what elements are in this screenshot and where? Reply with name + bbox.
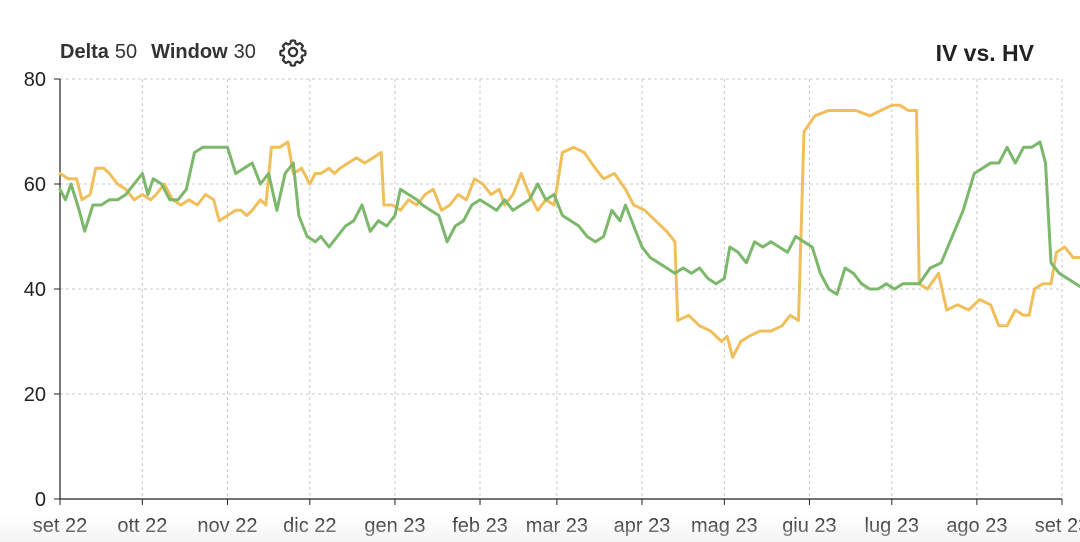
x-tick-label: apr 23: [614, 515, 671, 537]
gear-icon[interactable]: [278, 37, 308, 67]
delta-value[interactable]: 50: [114, 40, 138, 63]
y-tick-label: 0: [35, 489, 46, 511]
x-tick-label: lug 23: [865, 515, 920, 537]
x-tick-label: ott 22: [117, 515, 167, 537]
x-tick-label: set 22: [33, 515, 87, 537]
y-tick-label: 80: [24, 69, 46, 91]
y-tick-label: 60: [24, 174, 46, 196]
x-tick-label: ago 23: [946, 515, 1007, 537]
x-tick-label: mar 23: [526, 515, 588, 537]
x-tick-label: feb 23: [452, 515, 508, 537]
x-tick-label: giu 23: [782, 515, 837, 537]
x-tick-label: set 23: [1035, 515, 1080, 537]
x-tick-labels: set 22 ott 22 nov 22 dic 22 gen 23 feb 23 mar …: [33, 515, 1080, 537]
x-tick-label: mag 23: [691, 515, 758, 537]
chart-title: IV vs. HV: [935, 40, 1034, 66]
x-tick-label: gen 23: [364, 515, 425, 537]
x-tick-label: dic 22: [283, 515, 336, 537]
window-value[interactable]: 30: [233, 40, 256, 63]
chart-controls: Delta 50 Window 30: [60, 36, 308, 68]
series-layer: [58, 103, 1080, 359]
series-line-2: [58, 140, 1080, 296]
window-label: Window: [151, 40, 228, 63]
axes: [54, 78, 1063, 505]
y-tick-label: 40: [24, 279, 46, 301]
y-tick-labels: 0 20 40 60 80: [24, 69, 46, 511]
y-tick-label: 20: [24, 384, 46, 406]
series-line-1: [58, 103, 1080, 359]
x-tick-label: nov 22: [197, 515, 257, 537]
grid: [60, 78, 1063, 499]
delta-label: Delta: [60, 40, 109, 63]
